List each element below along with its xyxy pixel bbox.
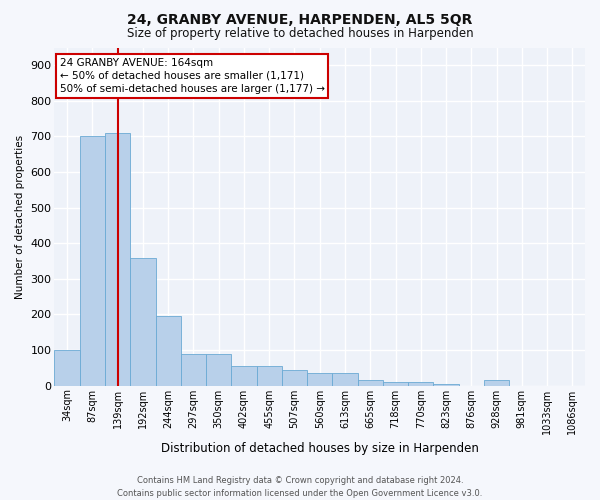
Bar bbox=[332, 373, 358, 386]
Y-axis label: Number of detached properties: Number of detached properties bbox=[15, 134, 25, 298]
Bar bbox=[55, 350, 80, 386]
Bar bbox=[130, 258, 155, 386]
Text: 24, GRANBY AVENUE, HARPENDEN, AL5 5QR: 24, GRANBY AVENUE, HARPENDEN, AL5 5QR bbox=[127, 12, 473, 26]
Bar bbox=[206, 354, 232, 386]
X-axis label: Distribution of detached houses by size in Harpenden: Distribution of detached houses by size … bbox=[161, 442, 479, 455]
Text: Contains HM Land Registry data © Crown copyright and database right 2024.
Contai: Contains HM Land Registry data © Crown c… bbox=[118, 476, 482, 498]
Text: Size of property relative to detached houses in Harpenden: Size of property relative to detached ho… bbox=[127, 28, 473, 40]
Bar bbox=[181, 354, 206, 386]
Bar bbox=[105, 133, 130, 386]
Bar bbox=[80, 136, 105, 386]
Bar bbox=[232, 366, 257, 386]
Bar bbox=[433, 384, 458, 386]
Bar bbox=[484, 380, 509, 386]
Bar bbox=[408, 382, 433, 386]
Bar bbox=[307, 373, 332, 386]
Bar bbox=[358, 380, 383, 386]
Bar bbox=[257, 366, 282, 386]
Bar bbox=[282, 370, 307, 386]
Bar bbox=[155, 316, 181, 386]
Text: 24 GRANBY AVENUE: 164sqm
← 50% of detached houses are smaller (1,171)
50% of sem: 24 GRANBY AVENUE: 164sqm ← 50% of detach… bbox=[60, 58, 325, 94]
Bar bbox=[383, 382, 408, 386]
